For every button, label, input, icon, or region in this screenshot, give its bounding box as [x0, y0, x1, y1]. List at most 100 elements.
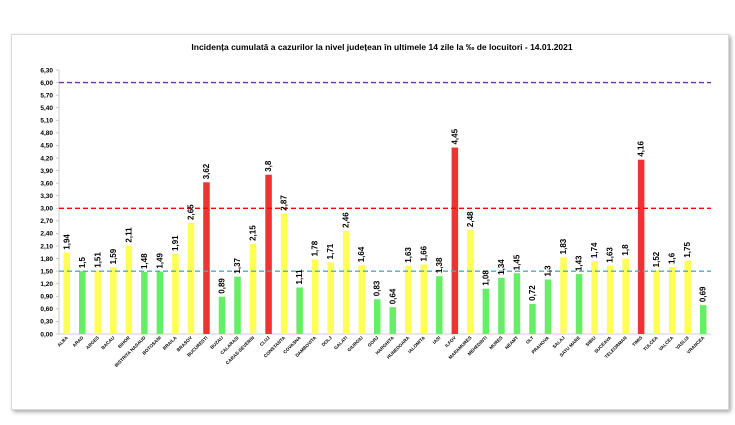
- data-label: 1,66: [419, 245, 428, 261]
- y-tick-label: 5,10: [40, 118, 53, 125]
- y-tick-label: 3,60: [40, 180, 53, 187]
- y-tick-label: 1,80: [40, 256, 53, 263]
- bar-alba: [63, 252, 71, 334]
- bar-mehedinti: [482, 288, 490, 334]
- data-label: 1,64: [357, 246, 366, 262]
- data-label: 0,83: [373, 280, 382, 296]
- x-tick-label: TULCEA: [642, 335, 659, 352]
- data-label: 2,15: [249, 225, 258, 241]
- data-label: 0,64: [388, 288, 397, 304]
- data-label: 1,37: [233, 257, 242, 273]
- value-labels: 1,94 1,5 1,51 1,59 2,11 1,48 1,49 1,91 2,65 3,62 0…: [62, 128, 707, 304]
- data-label: 1,83: [559, 238, 568, 254]
- bar-galati: [342, 230, 350, 334]
- bar-bacau: [110, 267, 117, 334]
- data-label: 2,46: [342, 212, 351, 228]
- y-tick-label: 0,90: [40, 294, 53, 301]
- bar-calarasi: [234, 276, 241, 334]
- data-label: 2,65: [186, 204, 195, 220]
- data-label: 4,45: [450, 128, 459, 144]
- data-label: 1,51: [93, 252, 102, 268]
- bar-dambovita: [311, 259, 319, 334]
- data-label: 1,75: [683, 242, 692, 258]
- data-label: 0,69: [699, 286, 708, 302]
- data-label: 1,59: [109, 248, 118, 264]
- bar-teleorman: [622, 258, 629, 334]
- data-label: 1,48: [140, 253, 149, 269]
- data-label: 1,8: [621, 244, 630, 256]
- x-tick-label: DOLJ: [321, 335, 334, 348]
- y-tick-label: 1,50: [40, 268, 53, 275]
- bar-bihor: [125, 245, 133, 334]
- y-tick-label: 6,00: [40, 80, 53, 87]
- x-tick-label: BACAU: [100, 335, 116, 351]
- data-label: 1,71: [326, 243, 335, 259]
- data-label: 1,38: [435, 257, 444, 273]
- y-tick-label: 0,60: [40, 306, 53, 313]
- bar-suceava: [606, 265, 614, 334]
- data-label: 1,91: [171, 235, 180, 251]
- bar-ialomita: [420, 264, 428, 334]
- y-tick-label: 2,10: [40, 243, 53, 250]
- x-tick-label: GORJ: [367, 335, 380, 348]
- bar-hunedoara: [405, 265, 412, 334]
- y-axis: 0,00 0,30 0,60 0,90 1,20 1,50 1,80 2,10 2,40 2,70…: [40, 67, 60, 338]
- data-label: 1,5: [78, 256, 87, 268]
- x-tick-label: GIURGIU: [346, 335, 364, 353]
- x-tick-label: ILFOV: [444, 335, 458, 349]
- data-label: 0,89: [218, 278, 227, 294]
- data-label: 1,49: [155, 252, 164, 268]
- bar-dolj: [327, 262, 334, 334]
- y-tick-label: 4,20: [40, 155, 53, 162]
- bar-arges: [94, 270, 102, 334]
- bar-giurgiu: [358, 265, 365, 334]
- data-label: 1,08: [481, 270, 490, 286]
- data-label: 1,63: [404, 247, 413, 263]
- data-label: 3,8: [264, 160, 273, 172]
- bar-covasna: [296, 287, 303, 334]
- x-tick-label: SIBIU: [585, 335, 598, 348]
- data-label: 1,3: [544, 265, 553, 277]
- bar-vaslui: [684, 260, 691, 334]
- y-tick-label: 4,80: [40, 130, 53, 137]
- data-label: 1,63: [606, 247, 615, 263]
- y-tick-label: 6,30: [40, 67, 53, 74]
- y-tick-label: 2,70: [40, 218, 53, 225]
- x-tick-label: IALOMITA: [407, 335, 426, 354]
- bar-timis: [637, 159, 645, 334]
- bar-salaj: [560, 257, 567, 334]
- x-tick-label: CARAS-SEVERIN: [225, 335, 256, 366]
- data-label: 1,45: [512, 254, 521, 270]
- bar-harghita: [389, 307, 397, 334]
- bar-neamt: [513, 273, 521, 334]
- bar-buzau: [218, 296, 226, 334]
- data-label: 4,16: [637, 141, 646, 157]
- bar-prahova: [544, 279, 552, 334]
- bar-brasov: [187, 222, 195, 334]
- data-label: 1,11: [295, 269, 304, 285]
- x-tick-label: MURES: [488, 335, 503, 350]
- x-tick-label: ALBA: [56, 335, 69, 348]
- threshold-lines: [59, 81, 711, 272]
- bar-vrancea: [699, 305, 707, 334]
- x-tick-label: CLUJ: [259, 335, 271, 347]
- bar-tulcea: [653, 270, 660, 334]
- bar-gorj: [373, 299, 381, 334]
- data-label: 3,62: [202, 163, 211, 179]
- bar-caras-severin: [249, 243, 257, 334]
- y-tick-label: 5,40: [40, 105, 53, 112]
- data-label: 2,11: [124, 227, 133, 243]
- bar-sibiu: [591, 261, 598, 334]
- data-label: 1,74: [590, 242, 599, 258]
- x-tick-label: VALCEA: [658, 335, 675, 352]
- y-tick-label: 3,90: [40, 168, 53, 175]
- bar-braila: [172, 253, 179, 334]
- y-tick-label: 1,20: [40, 281, 53, 288]
- bar-iasi: [436, 276, 443, 334]
- data-label: 1,34: [497, 259, 506, 275]
- data-label: 0,72: [528, 285, 537, 301]
- chart-title: Incidența cumulată a cazurilor la nivel …: [191, 42, 572, 52]
- data-label: 1,94: [62, 234, 71, 250]
- bars: [63, 147, 707, 334]
- y-tick-label: 3,30: [40, 193, 53, 200]
